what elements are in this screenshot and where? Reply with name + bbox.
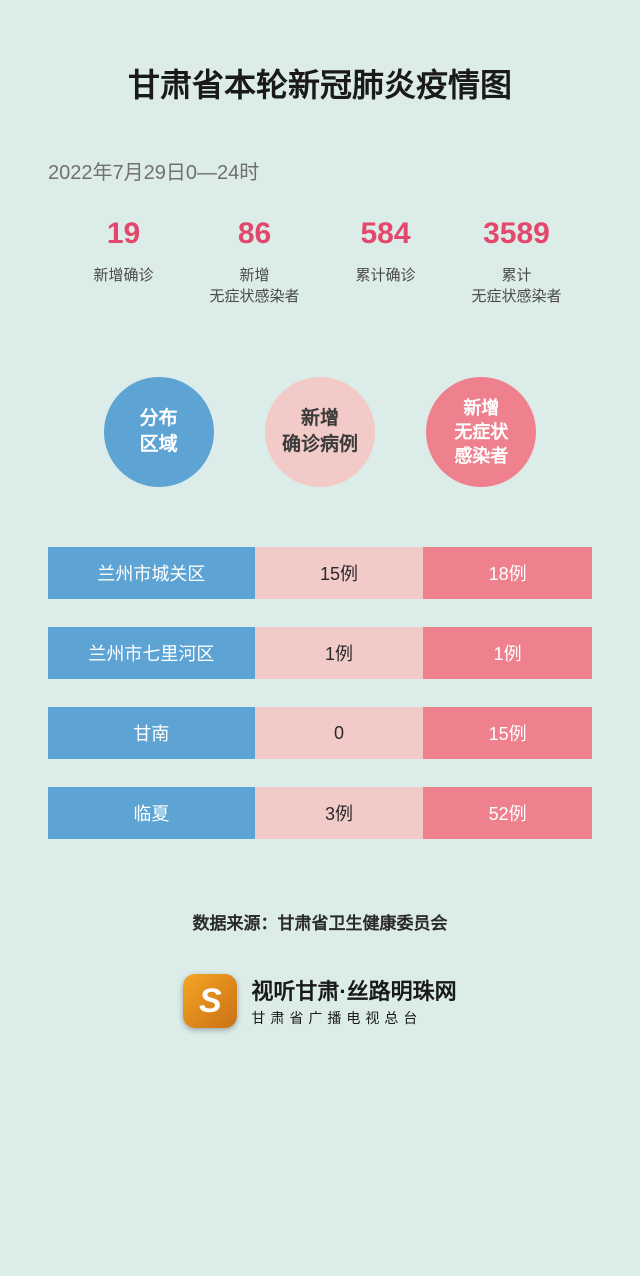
legend-circle-region: 分布区域 [104,377,214,487]
cell-confirmed: 3例 [255,787,424,839]
stat-item: 3589 累计无症状感染者 [451,217,582,307]
table-row: 兰州市七里河区 1例 1例 [48,627,592,679]
cell-confirmed: 15例 [255,547,424,599]
data-table: 兰州市城关区 15例 18例 兰州市七里河区 1例 1例 甘南 0 15例 临夏… [48,547,592,839]
datetime-label: 2022年7月29日0—24时 [48,156,592,185]
footer-main-text: 视听甘肃·丝路明珠网 [251,974,456,1006]
source-label: 数据来源： [193,914,278,933]
stat-label: 新增确诊 [58,265,189,286]
legend-circles: 分布区域 新增确诊病例 新增无症状感染者 [48,377,592,487]
table-row: 临夏 3例 52例 [48,787,592,839]
stat-label: 累计确诊 [320,265,451,286]
stat-item: 584 累计确诊 [320,217,451,307]
cell-asymptomatic: 52例 [423,787,592,839]
page-title: 甘肃省本轮新冠肺炎疫情图 [48,60,592,106]
logo-icon: S [183,974,237,1028]
cell-region: 临夏 [48,787,255,839]
cell-region: 甘南 [48,707,255,759]
stat-label: 累计无症状感染者 [451,265,582,307]
stat-value: 3589 [451,217,582,251]
legend-circle-confirmed: 新增确诊病例 [265,377,375,487]
footer-sub-text: 甘肃省广播电视总台 [251,1008,456,1028]
stat-value: 19 [58,217,189,251]
cell-asymptomatic: 18例 [423,547,592,599]
table-row: 甘南 0 15例 [48,707,592,759]
cell-confirmed: 0 [255,707,424,759]
footer-text: 视听甘肃·丝路明珠网 甘肃省广播电视总台 [251,974,456,1028]
cell-confirmed: 1例 [255,627,424,679]
stat-value: 584 [320,217,451,251]
source-value: 甘肃省卫生健康委员会 [278,914,448,933]
legend-circle-asymptomatic: 新增无症状感染者 [426,377,536,487]
cell-region: 兰州市城关区 [48,547,255,599]
footer: S 视听甘肃·丝路明珠网 甘肃省广播电视总台 [48,974,592,1028]
stat-item: 19 新增确诊 [58,217,189,307]
stat-value: 86 [189,217,320,251]
data-source: 数据来源：甘肃省卫生健康委员会 [48,909,592,934]
cell-asymptomatic: 1例 [423,627,592,679]
cell-region: 兰州市七里河区 [48,627,255,679]
stats-row: 19 新增确诊 86 新增无症状感染者 584 累计确诊 3589 累计无症状感… [48,217,592,307]
stat-item: 86 新增无症状感染者 [189,217,320,307]
table-row: 兰州市城关区 15例 18例 [48,547,592,599]
stat-label: 新增无症状感染者 [189,265,320,307]
cell-asymptomatic: 15例 [423,707,592,759]
